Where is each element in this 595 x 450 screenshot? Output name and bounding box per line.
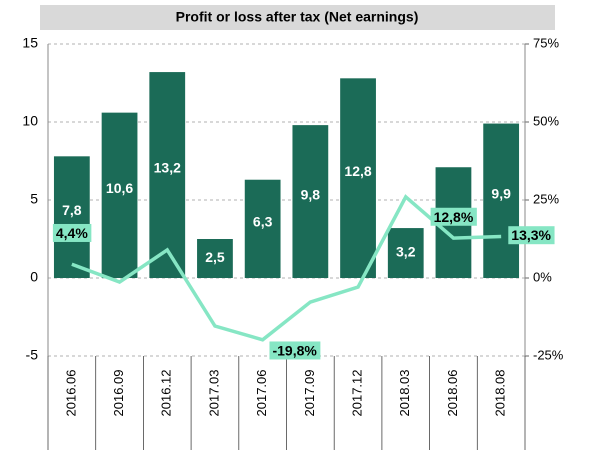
- line-value-label: 12,8%: [434, 209, 474, 225]
- line-label-box: [52, 223, 92, 242]
- bar-value-label: 2,5: [205, 249, 225, 265]
- bar-value-label: 13,2: [154, 160, 181, 176]
- bar: [197, 239, 233, 278]
- line: [71, 194, 502, 342]
- bar-value-label: 9,9: [491, 185, 511, 201]
- line-label-box: [430, 207, 477, 226]
- line-label-box: [508, 226, 555, 245]
- line-label-box: [269, 341, 321, 360]
- x-tick-label: 2017.09: [302, 370, 317, 417]
- x-tick-label: 2017.03: [206, 370, 221, 417]
- bar-value-label: 9,8: [301, 186, 321, 202]
- y2-tick-label: 0%: [533, 269, 552, 284]
- line-value-label: -19,8%: [272, 342, 317, 358]
- y-tick-label: 5: [30, 191, 38, 207]
- bar: [101, 112, 138, 278]
- bar: [340, 78, 376, 278]
- y-tick-label: 0: [30, 269, 38, 285]
- bar-value-label: 12,8: [344, 163, 371, 179]
- bar: [244, 179, 281, 278]
- x-tick-label: 2018.06: [445, 370, 460, 417]
- line-value-label: 4,4%: [56, 225, 88, 241]
- bar: [149, 72, 186, 278]
- bar-value-label: 7,8: [62, 202, 82, 218]
- y-tick-label: 10: [22, 113, 38, 129]
- x-tick-label: 2016.12: [159, 370, 174, 417]
- y2-tick-label: 25%: [533, 191, 559, 206]
- bar-value-label: 3,2: [396, 244, 416, 260]
- bar: [483, 123, 520, 278]
- bar-value-label: 6,3: [253, 214, 273, 230]
- y-tick-label: -5: [26, 347, 39, 363]
- chart-title: Profit or loss after tax (Net earnings): [176, 9, 419, 25]
- x-tick-label: 2017.12: [349, 370, 364, 417]
- x-tick-label: 2017.06: [254, 370, 269, 417]
- y2-tick-label: 75%: [533, 35, 559, 50]
- y2-tick-label: -25%: [533, 347, 564, 362]
- x-tick-label: 2016.06: [63, 370, 78, 417]
- x-tick-label: 2016.09: [111, 370, 126, 417]
- bar: [387, 228, 424, 278]
- bar-value-label: 10,6: [106, 180, 133, 196]
- x-tick-label: 2018.08: [493, 370, 508, 417]
- title-box: [40, 5, 555, 30]
- y-tick-label: 15: [22, 35, 38, 51]
- x-tick-label: 2018.03: [397, 370, 412, 417]
- bar: [53, 156, 90, 278]
- y2-tick-label: 50%: [533, 113, 559, 128]
- line-value-label: 13,3%: [511, 227, 551, 243]
- bar: [292, 125, 329, 279]
